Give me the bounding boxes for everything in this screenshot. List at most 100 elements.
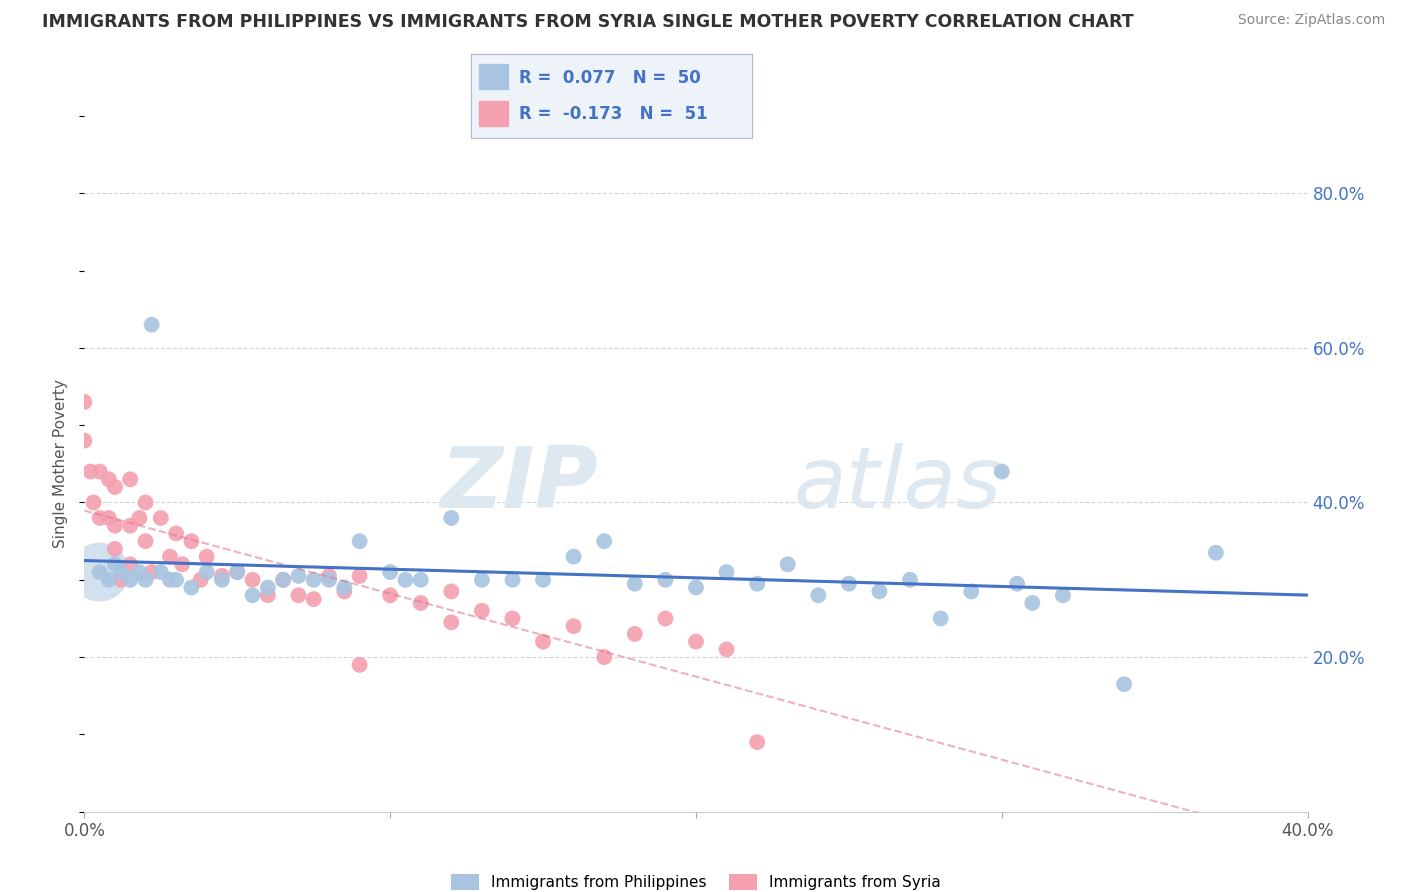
Point xyxy=(838,576,860,591)
Bar xyxy=(479,63,508,89)
Point xyxy=(83,495,105,509)
Point xyxy=(471,604,494,618)
Point xyxy=(242,588,264,602)
Point xyxy=(135,495,157,509)
Point xyxy=(562,549,585,564)
Point xyxy=(120,518,142,533)
Point xyxy=(394,573,416,587)
Point xyxy=(97,573,120,587)
Point xyxy=(73,395,96,409)
Point xyxy=(531,634,554,648)
Point xyxy=(747,576,769,591)
Point xyxy=(180,581,202,595)
Bar xyxy=(479,101,508,127)
Point xyxy=(172,558,194,572)
Point xyxy=(624,627,647,641)
Point xyxy=(89,565,111,579)
Point xyxy=(104,518,127,533)
Point xyxy=(120,573,142,587)
Point xyxy=(471,573,494,587)
Text: ZIP: ZIP xyxy=(440,443,598,526)
Point xyxy=(409,596,432,610)
Point xyxy=(211,573,233,587)
Point xyxy=(380,565,402,579)
Point xyxy=(960,584,983,599)
Point xyxy=(929,611,952,625)
Point xyxy=(333,584,356,599)
Point xyxy=(159,549,181,564)
Point xyxy=(318,569,340,583)
Point xyxy=(104,480,127,494)
Point xyxy=(685,634,707,648)
Point xyxy=(624,576,647,591)
Point xyxy=(141,565,163,579)
Point xyxy=(593,534,616,549)
Point xyxy=(149,511,172,525)
Text: IMMIGRANTS FROM PHILIPPINES VS IMMIGRANTS FROM SYRIA SINGLE MOTHER POVERTY CORRE: IMMIGRANTS FROM PHILIPPINES VS IMMIGRANT… xyxy=(42,13,1133,31)
Point xyxy=(716,642,738,657)
Point xyxy=(287,569,309,583)
Point xyxy=(440,584,463,599)
Point xyxy=(190,573,212,587)
Point xyxy=(110,573,132,587)
Point xyxy=(242,573,264,587)
Point xyxy=(73,434,96,448)
Text: R =  0.077   N =  50: R = 0.077 N = 50 xyxy=(519,69,700,87)
Point xyxy=(593,650,616,665)
Point xyxy=(141,318,163,332)
Point xyxy=(991,465,1014,479)
Point xyxy=(128,565,150,579)
Point xyxy=(531,573,554,587)
Point xyxy=(97,511,120,525)
Point xyxy=(869,584,891,599)
Point xyxy=(165,526,187,541)
Point xyxy=(776,558,799,572)
Y-axis label: Single Mother Poverty: Single Mother Poverty xyxy=(53,379,69,549)
Point xyxy=(120,558,142,572)
Point xyxy=(654,573,676,587)
Point xyxy=(89,565,111,579)
Point xyxy=(502,573,524,587)
Point xyxy=(1114,677,1136,691)
Text: R =  -0.173   N =  51: R = -0.173 N = 51 xyxy=(519,105,707,123)
Point xyxy=(195,565,218,579)
Legend: Immigrants from Philippines, Immigrants from Syria: Immigrants from Philippines, Immigrants … xyxy=(446,868,946,892)
Point xyxy=(747,735,769,749)
Point xyxy=(502,611,524,625)
Point xyxy=(226,565,249,579)
Point xyxy=(287,588,309,602)
Point xyxy=(135,534,157,549)
Text: Source: ZipAtlas.com: Source: ZipAtlas.com xyxy=(1237,13,1385,28)
Point xyxy=(165,573,187,587)
Point xyxy=(409,573,432,587)
Point xyxy=(349,657,371,672)
Text: atlas: atlas xyxy=(794,443,1002,526)
Point xyxy=(149,565,172,579)
Point xyxy=(97,472,120,486)
Point xyxy=(195,549,218,564)
Point xyxy=(685,581,707,595)
Point xyxy=(440,511,463,525)
Point xyxy=(79,465,101,479)
Point xyxy=(89,465,111,479)
Point xyxy=(380,588,402,602)
Point xyxy=(180,534,202,549)
Point xyxy=(271,573,294,587)
Point xyxy=(104,558,127,572)
Point xyxy=(211,569,233,583)
Point xyxy=(257,588,280,602)
Point xyxy=(159,573,181,587)
Point xyxy=(1205,546,1227,560)
Point xyxy=(440,615,463,630)
Point xyxy=(807,588,830,602)
Point xyxy=(104,541,127,556)
Point xyxy=(257,581,280,595)
Point xyxy=(271,573,294,587)
Point xyxy=(654,611,676,625)
Point xyxy=(898,573,921,587)
Point xyxy=(318,573,340,587)
Point xyxy=(128,511,150,525)
Point xyxy=(89,511,111,525)
Point xyxy=(349,569,371,583)
Point xyxy=(1021,596,1043,610)
